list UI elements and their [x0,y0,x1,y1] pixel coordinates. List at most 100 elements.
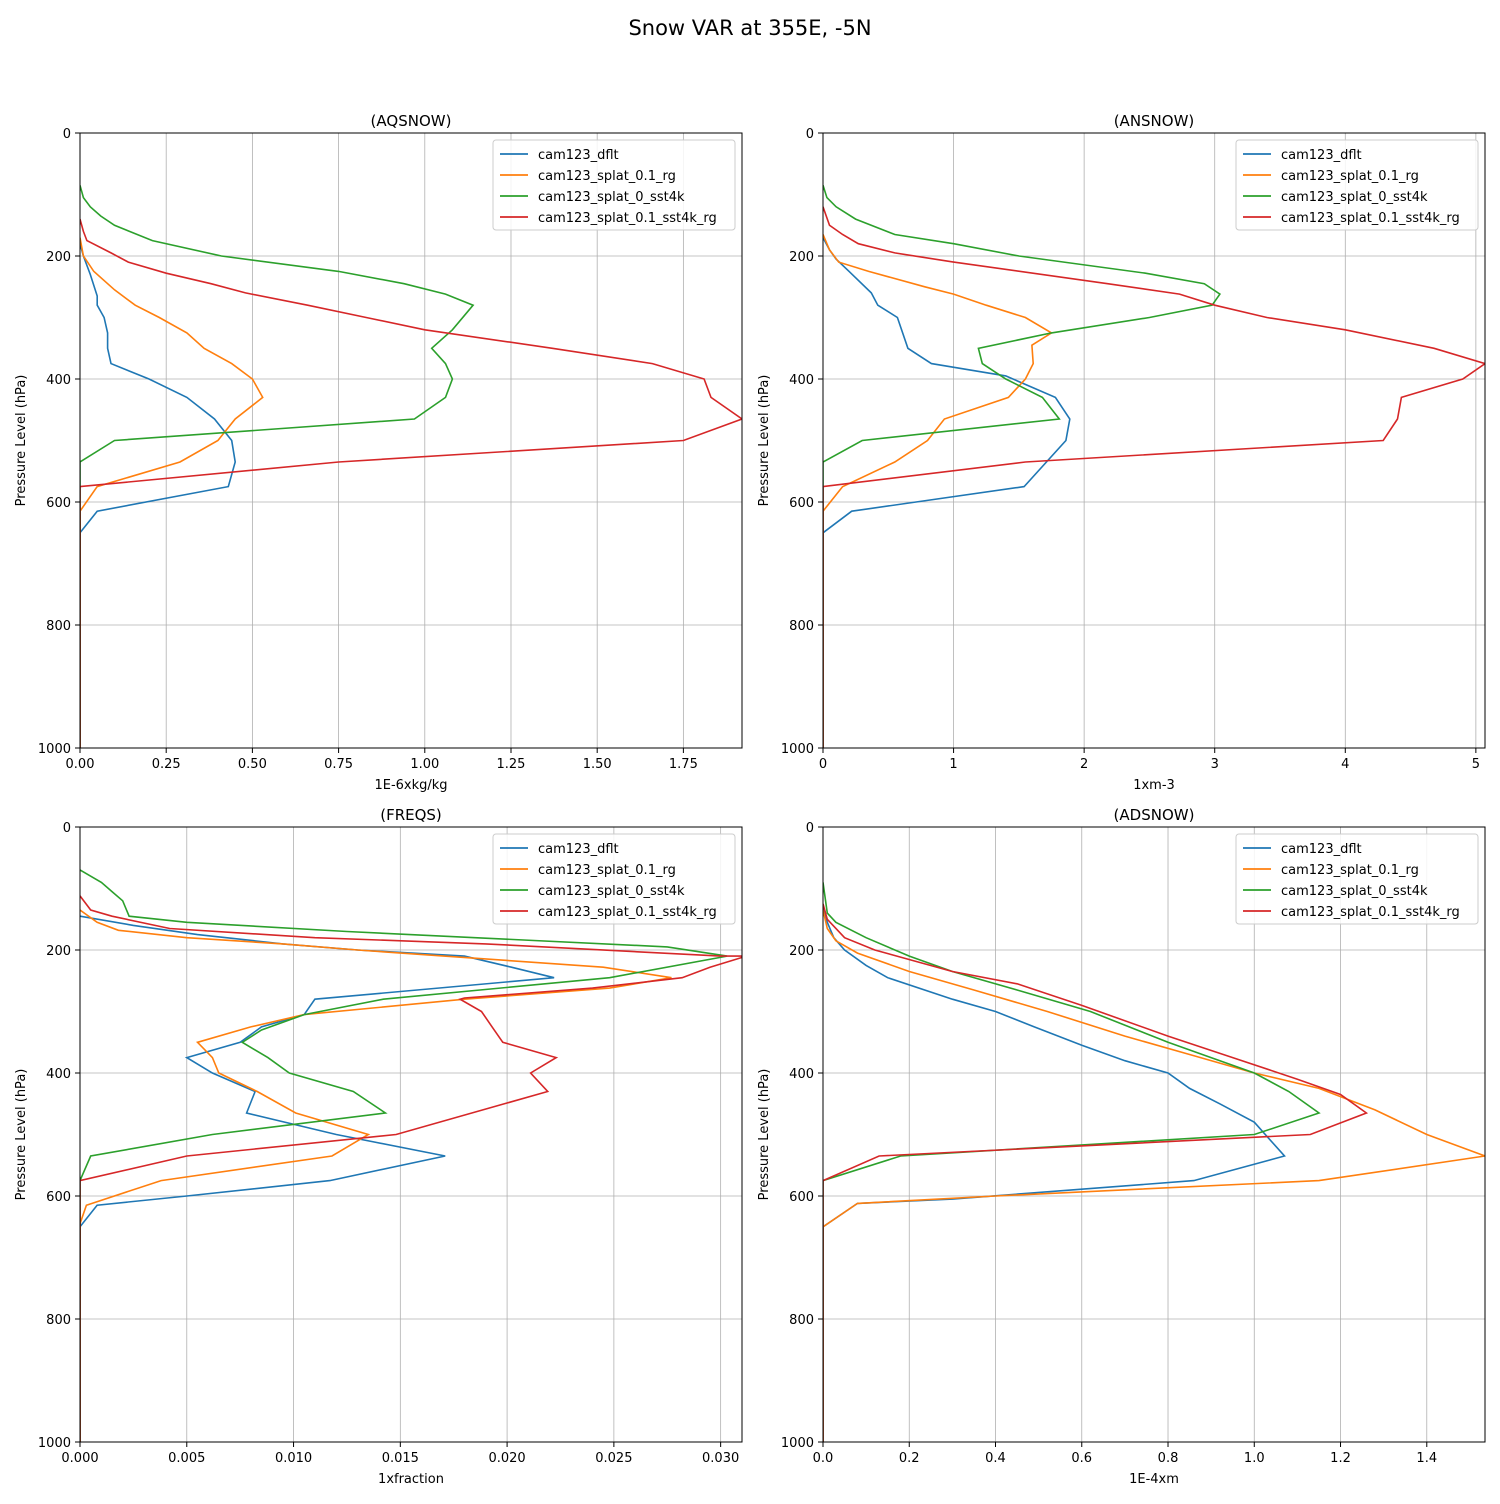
x-tick-label: 1.50 [583,757,612,772]
y-axis-label: Pressure Level (hPa) [757,375,772,507]
x-tick-label: 1.00 [410,757,439,772]
y-tick-label: 800 [789,619,814,634]
series-line-cam123_dflt [80,243,237,748]
legend-label-cam123_dflt: cam123_dflt [1281,148,1362,163]
legend-label-cam123_splat_0_sst4k: cam123_splat_0_sst4k [538,884,685,899]
subplot-title: (ADSNOW) [1114,806,1195,824]
y-tick-label: 1000 [38,742,71,757]
series-line-cam123_splat_0.1_rg [823,234,1054,748]
x-axis-label: 1xfraction [378,1472,444,1487]
x-axis-label: 1E-4xm [1129,1472,1179,1487]
y-tick-label: 600 [46,1190,71,1205]
x-tick-label: 0.000 [61,1451,98,1466]
x-tick-label: 1.75 [669,757,698,772]
legend-label-cam123_splat_0_sst4k: cam123_splat_0_sst4k [1281,190,1428,205]
legend-label-cam123_splat_0.1_sst4k_rg: cam123_splat_0.1_sst4k_rg [538,211,717,226]
x-tick-label: 0.0 [813,1451,834,1466]
axes-frame [822,826,1486,1443]
legend-label-cam123_splat_0.1_rg: cam123_splat_0.1_rg [538,863,676,878]
series-line-cam123_splat_0.1_sst4k_rg [80,895,742,1442]
x-tick-label: 0.4 [985,1451,1006,1466]
y-tick-label: 400 [46,1067,71,1082]
legend-label-cam123_splat_0.1_sst4k_rg: cam123_splat_0.1_sst4k_rg [1281,211,1460,226]
y-tick-label: 600 [789,1190,814,1205]
x-tick-label: 0.015 [382,1451,419,1466]
x-tick-label: 1 [949,757,957,772]
series-line-cam123_splat_0.1_rg [80,237,264,748]
y-tick-label: 800 [46,619,71,634]
legend: cam123_dflt cam123_splat_0.1_rg cam123_spl… [492,833,736,925]
figure-suptitle: Snow VAR at 355E, -5N [628,16,872,40]
y-tick-label: 1000 [781,1436,814,1451]
x-tick-label: 0.2 [899,1451,920,1466]
series-line-cam123_splat_0.1_sst4k_rg [823,903,1369,1442]
x-tick-label: 0.010 [275,1451,312,1466]
y-tick-label: 400 [789,373,814,388]
x-tick-label: 1.4 [1416,1451,1437,1466]
series-line-cam123_splat_0.1_sst4k_rg [823,206,1485,748]
legend-box [1235,139,1479,231]
subplot-4: 0.0 0.2 0.4 0.6 0.8 1.0 1.2 1.4 0 200 400 600 800 100… [757,806,1486,1487]
legend: cam123_dflt cam123_splat_0.1_rg cam123_spl… [1235,139,1479,231]
subplot-1: 0.00 0.25 0.50 0.75 1.00 1.25 1.50 1.75 0 200 400 6… [14,112,743,793]
x-axis-label: 1E-6xkg/kg [374,778,447,793]
series-line-cam123_dflt [823,906,1286,1442]
x-tick-label: 3 [1211,757,1219,772]
y-tick-label: 600 [789,496,814,511]
axes-frame [79,826,743,1443]
legend-label-cam123_splat_0.1_sst4k_rg: cam123_splat_0.1_sst4k_rg [538,905,717,920]
series-line-cam123_splat_0.1_rg [80,909,672,1442]
y-axis-label: Pressure Level (hPa) [14,1069,29,1201]
x-tick-label: 0 [819,757,827,772]
series-line-cam123_dflt [823,237,1071,748]
subplot-3: 0.000 0.005 0.010 0.015 0.020 0.025 0.030 0 200 4… [14,806,743,1487]
subplot-title: (AQSNOW) [371,112,452,130]
legend-box [1235,833,1479,925]
y-tick-label: 400 [46,373,71,388]
legend-box [492,833,736,925]
legend-label-cam123_splat_0.1_rg: cam123_splat_0.1_rg [1281,169,1419,184]
legend-label-cam123_splat_0_sst4k: cam123_splat_0_sst4k [1281,884,1428,899]
y-tick-label: 800 [789,1313,814,1328]
x-tick-label: 0.025 [595,1451,632,1466]
x-tick-label: 0.8 [1158,1451,1179,1466]
y-tick-label: 200 [46,944,71,959]
series-line-cam123_dflt [80,915,555,1442]
series-line-cam123_splat_0_sst4k [80,869,728,1442]
x-tick-label: 1.2 [1330,1451,1351,1466]
legend-label-cam123_dflt: cam123_dflt [538,842,619,857]
subplot-title: (ANSNOW) [1114,112,1195,130]
x-tick-label: 0.75 [324,757,353,772]
y-tick-label: 400 [789,1067,814,1082]
y-tick-label: 800 [46,1313,71,1328]
y-tick-label: 0 [806,127,814,142]
legend-box [492,139,736,231]
legend-label-cam123_splat_0_sst4k: cam123_splat_0_sst4k [538,190,685,205]
y-tick-label: 1000 [38,1436,71,1451]
series-line-cam123_splat_0_sst4k [823,882,1321,1442]
y-tick-label: 600 [46,496,71,511]
x-tick-label: 5 [1472,757,1480,772]
x-tick-label: 0.6 [1071,1451,1092,1466]
axes-frame [822,132,1486,749]
x-tick-label: 0.25 [152,757,181,772]
legend: cam123_dflt cam123_splat_0.1_rg cam123_spl… [1235,833,1479,925]
x-tick-label: 0.005 [168,1451,205,1466]
y-axis-label: Pressure Level (hPa) [14,375,29,507]
axes-frame [79,132,743,749]
y-axis-label: Pressure Level (hPa) [757,1069,772,1201]
legend-label-cam123_splat_0.1_rg: cam123_splat_0.1_rg [1281,863,1419,878]
legend-label-cam123_dflt: cam123_dflt [1281,842,1362,857]
x-tick-label: 1.25 [497,757,526,772]
legend: cam123_dflt cam123_splat_0.1_rg cam123_spl… [492,139,736,231]
series-line-cam123_splat_0_sst4k [823,185,1222,748]
x-tick-label: 0.50 [238,757,267,772]
subplot-2: 0 1 2 3 4 5 0 200 400 600 800 1000 (ANSNOW) 1xm-3 Pres… [757,112,1486,793]
y-tick-label: 0 [806,821,814,836]
subplot-title: (FREQS) [380,806,442,824]
y-tick-label: 200 [789,944,814,959]
y-tick-label: 200 [789,250,814,265]
series-line-cam123_splat_0_sst4k [80,185,475,748]
